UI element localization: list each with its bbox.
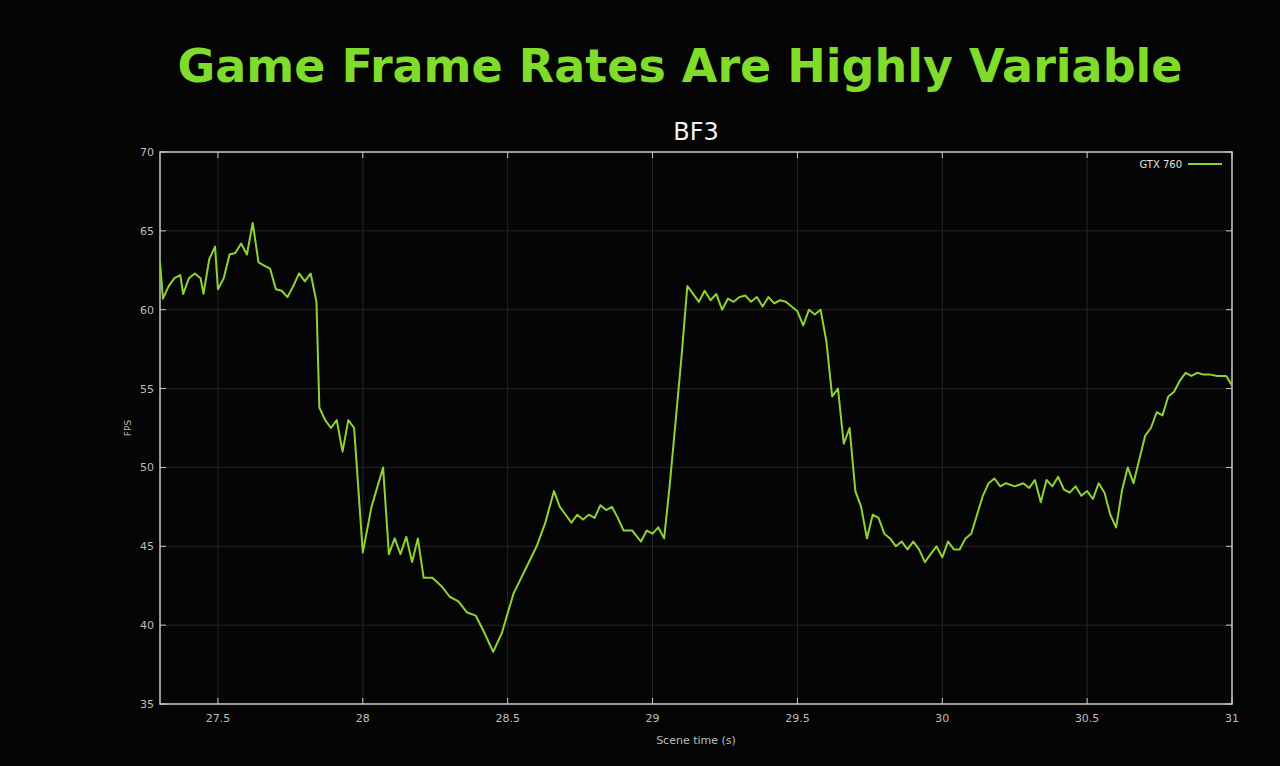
x-tick — [507, 152, 508, 158]
canvas: Game Frame Rates Are Highly Variable BF3 3… — [0, 0, 1280, 766]
y-tick-label: 35 — [140, 698, 154, 711]
y-tick-label: 55 — [140, 383, 154, 396]
y-tick — [1226, 625, 1232, 626]
y-tick — [160, 309, 166, 310]
x-tick — [1087, 152, 1088, 158]
grid-line — [797, 152, 798, 704]
y-tick — [160, 546, 166, 547]
y-tick — [1226, 704, 1232, 705]
y-tick-label: 70 — [140, 146, 154, 159]
y-tick — [1226, 309, 1232, 310]
grid-line — [1087, 152, 1088, 704]
y-tick — [160, 230, 166, 231]
grid-line — [160, 388, 1232, 389]
x-tick — [1232, 698, 1233, 704]
grid-line — [160, 625, 1232, 626]
x-tick — [1232, 152, 1233, 158]
y-tick-label: 45 — [140, 540, 154, 553]
y-tick — [160, 467, 166, 468]
grid-line — [160, 309, 1232, 310]
y-tick-label: 60 — [140, 304, 154, 317]
y-tick — [1226, 388, 1232, 389]
y-tick — [160, 388, 166, 389]
y-tick — [160, 152, 166, 153]
y-tick-label: 40 — [140, 619, 154, 632]
x-tick — [652, 152, 653, 158]
y-tick-label: 65 — [140, 225, 154, 238]
series-group — [160, 223, 1232, 652]
x-tick-label: 29 — [646, 712, 660, 725]
x-tick — [507, 698, 508, 704]
background — [0, 0, 1280, 766]
plot-frame — [160, 152, 1232, 704]
x-tick — [797, 152, 798, 158]
x-tick — [652, 698, 653, 704]
x-tick-label: 31 — [1225, 712, 1239, 725]
x-tick-label: 28.5 — [495, 712, 520, 725]
grid-line — [652, 152, 653, 704]
y-tick — [1226, 230, 1232, 231]
x-tick — [797, 698, 798, 704]
legend: GTX 760 — [1139, 159, 1222, 170]
x-tick — [362, 152, 363, 158]
series-line — [160, 223, 1232, 652]
legend-label: GTX 760 — [1139, 159, 1182, 170]
grid-line — [217, 152, 218, 704]
grid-line — [160, 546, 1232, 547]
grid-line — [160, 467, 1232, 468]
y-tick — [1226, 152, 1232, 153]
y-tick — [160, 625, 166, 626]
grid-line — [362, 152, 363, 704]
x-axis-title: Scene time (s) — [656, 734, 736, 747]
grid-line — [160, 230, 1232, 231]
x-tick — [217, 152, 218, 158]
y-tick — [1226, 546, 1232, 547]
x-tick-label: 30 — [935, 712, 949, 725]
x-tick-label: 30.5 — [1075, 712, 1100, 725]
y-tick-label: 50 — [140, 461, 154, 474]
y-axis-title: FPS — [123, 420, 133, 437]
grid — [160, 152, 1232, 704]
x-tick-label: 27.5 — [206, 712, 231, 725]
x-tick — [217, 698, 218, 704]
x-tick-label: 28 — [356, 712, 370, 725]
x-tick — [942, 152, 943, 158]
x-tick — [942, 698, 943, 704]
grid-line — [507, 152, 508, 704]
title: Game Frame Rates Are Highly Variable — [177, 39, 1182, 93]
grid-line — [942, 152, 943, 704]
y-tick — [1226, 467, 1232, 468]
x-tick — [362, 698, 363, 704]
x-tick-label: 29.5 — [785, 712, 810, 725]
legend-swatch — [1188, 163, 1222, 165]
y-tick — [160, 704, 166, 705]
x-tick — [1087, 698, 1088, 704]
chart-title: BF3 — [673, 118, 719, 146]
